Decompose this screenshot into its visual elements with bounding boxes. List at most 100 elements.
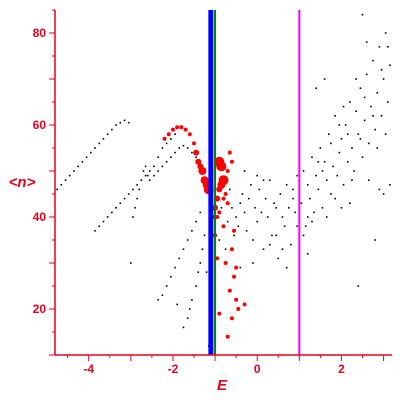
x-tick-label: -4 xyxy=(83,362,94,376)
data-point xyxy=(115,124,117,126)
data-point xyxy=(239,202,242,204)
data-point xyxy=(321,207,324,209)
data-point-red xyxy=(162,136,167,141)
data-point xyxy=(325,179,328,181)
data-point xyxy=(90,151,92,154)
data-point xyxy=(148,179,151,181)
data-point-red xyxy=(170,127,175,132)
data-point xyxy=(98,225,101,227)
data-point-red xyxy=(225,201,230,206)
data-point xyxy=(372,59,374,62)
data-point xyxy=(287,207,290,209)
data-point xyxy=(205,271,208,273)
data-point xyxy=(338,124,341,126)
data-point-red xyxy=(227,288,232,293)
data-point xyxy=(342,105,345,108)
data-point xyxy=(306,253,309,255)
marks-layer xyxy=(56,13,391,347)
data-point xyxy=(296,174,299,177)
data-point xyxy=(174,266,176,269)
data-point xyxy=(191,151,193,154)
data-point xyxy=(250,184,252,186)
data-point xyxy=(186,317,189,319)
y-tick-label: 60 xyxy=(33,118,47,132)
data-point xyxy=(170,156,172,158)
data-point xyxy=(349,202,351,204)
data-point xyxy=(174,151,176,154)
data-point xyxy=(195,156,197,158)
data-point-red xyxy=(232,274,237,279)
data-point-red xyxy=(229,159,234,164)
data-point-red xyxy=(232,228,237,233)
data-point xyxy=(344,124,347,126)
data-point xyxy=(195,220,197,223)
data-point-red xyxy=(242,302,247,307)
data-point xyxy=(296,225,299,227)
data-point xyxy=(182,144,185,147)
data-point xyxy=(311,156,313,158)
data-point xyxy=(226,220,229,223)
data-point xyxy=(132,188,134,191)
data-point xyxy=(346,133,349,135)
data-point xyxy=(182,326,185,329)
data-point xyxy=(224,248,227,250)
data-point-red xyxy=(217,311,222,316)
data-point-red xyxy=(175,125,180,130)
data-point xyxy=(252,262,254,264)
data-point xyxy=(127,121,130,124)
data-point-red xyxy=(225,169,230,173)
data-point xyxy=(245,230,248,232)
data-point xyxy=(148,170,151,172)
data-point xyxy=(285,266,288,269)
data-point xyxy=(384,32,387,34)
data-point xyxy=(106,216,109,218)
data-point xyxy=(254,207,256,209)
data-point-red xyxy=(223,192,228,196)
data-point xyxy=(281,248,284,250)
data-point xyxy=(330,142,332,145)
data-point-red xyxy=(217,210,222,215)
data-point xyxy=(220,207,223,209)
data-point xyxy=(260,211,263,214)
data-point xyxy=(165,161,168,163)
data-point xyxy=(389,64,391,66)
data-point xyxy=(231,207,233,209)
data-point-red xyxy=(221,224,226,229)
data-point xyxy=(199,211,202,214)
data-point xyxy=(357,285,360,287)
data-point xyxy=(256,174,258,177)
y-tick-label: 80 xyxy=(33,26,47,40)
data-point xyxy=(389,184,391,186)
data-point xyxy=(165,142,168,145)
data-point xyxy=(315,87,317,89)
data-point xyxy=(334,197,336,200)
data-point-red xyxy=(234,297,239,302)
data-point xyxy=(123,197,126,200)
data-point xyxy=(374,128,376,131)
data-point xyxy=(127,193,130,195)
data-point xyxy=(161,165,164,168)
data-point xyxy=(317,161,320,163)
data-point xyxy=(313,211,315,214)
vlines-layer xyxy=(208,10,301,355)
data-point xyxy=(292,197,294,200)
data-point xyxy=(277,257,280,260)
data-point xyxy=(380,115,383,117)
data-point xyxy=(186,147,189,149)
data-point xyxy=(136,197,138,200)
data-point xyxy=(115,207,117,209)
data-point xyxy=(380,69,383,71)
ticks-layer: -4 -2 0 2 20 40 60 80 xyxy=(33,9,385,376)
data-point xyxy=(279,193,282,195)
data-point-red xyxy=(229,247,234,252)
data-point-red xyxy=(166,132,171,137)
data-point xyxy=(146,174,149,177)
data-point xyxy=(346,161,349,163)
data-point xyxy=(361,13,364,16)
data-point xyxy=(60,184,63,186)
data-point xyxy=(153,165,155,168)
data-point xyxy=(81,161,84,163)
data-point xyxy=(178,147,181,149)
data-point xyxy=(281,216,284,218)
data-point xyxy=(264,197,267,200)
